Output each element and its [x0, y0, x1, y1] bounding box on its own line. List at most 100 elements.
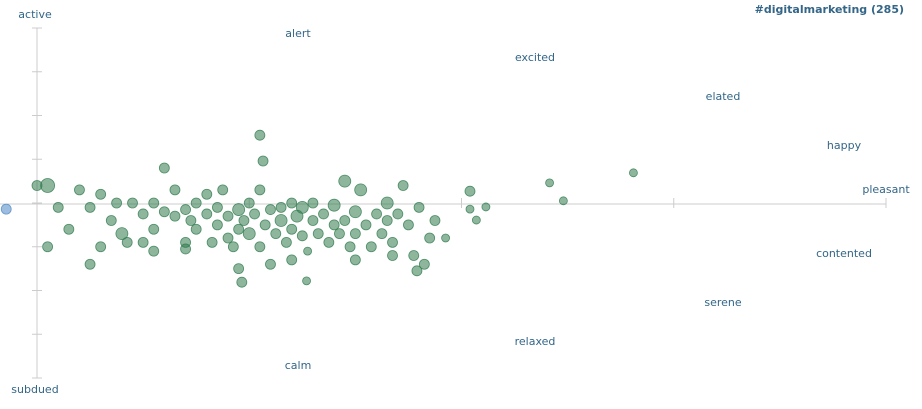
- data-point: [465, 204, 475, 214]
- data-point: [63, 223, 75, 235]
- data-point: [115, 227, 129, 241]
- data-point: [275, 201, 287, 213]
- data-point: [190, 223, 202, 235]
- data-point: [338, 174, 352, 188]
- data-point: [95, 241, 107, 253]
- data-point: [233, 263, 245, 275]
- data-point: [312, 228, 324, 240]
- data-point: [418, 258, 430, 270]
- data-point: [464, 185, 476, 197]
- data-point: [413, 201, 425, 213]
- data-point: [318, 208, 329, 220]
- mood-label: relaxed: [515, 335, 556, 348]
- mood-label: alert: [285, 27, 311, 40]
- data-point: [471, 215, 481, 225]
- data-point: [137, 208, 149, 220]
- data-point: [371, 208, 383, 220]
- data-point: [249, 208, 260, 220]
- data-point: [148, 197, 160, 209]
- data-point: [201, 188, 213, 200]
- data-point: [397, 180, 409, 191]
- data-point: [286, 223, 298, 235]
- data-point: [380, 196, 394, 210]
- mood-label: pleasant: [862, 183, 910, 196]
- data-point: [339, 215, 351, 226]
- data-point: [441, 233, 450, 243]
- data-point: [232, 203, 246, 216]
- data-point: [265, 204, 276, 215]
- data-point: [302, 276, 311, 286]
- data-point: [403, 219, 414, 231]
- data-point: [411, 265, 423, 277]
- data-point: [286, 254, 298, 266]
- data-point: [169, 184, 181, 196]
- data-point: [558, 196, 568, 206]
- data-point: [185, 215, 197, 226]
- data-point: [348, 205, 362, 219]
- data-point: [295, 200, 309, 214]
- data-point: [429, 215, 441, 226]
- data-point: [158, 206, 170, 218]
- data-point: [206, 236, 218, 248]
- data-point: [481, 202, 491, 212]
- data-point: [84, 258, 96, 270]
- data-point: [296, 230, 308, 242]
- data-point: [349, 228, 361, 240]
- data-point: [121, 236, 133, 248]
- data-point: [344, 241, 356, 253]
- data-point: [243, 197, 255, 209]
- data-point: [201, 208, 213, 220]
- data-point: [105, 215, 117, 226]
- data-point: [303, 246, 313, 256]
- data-point: [257, 155, 269, 167]
- data-point: [323, 236, 335, 248]
- data-point: [307, 215, 319, 226]
- data-point: [629, 168, 638, 178]
- mood-label: subdued: [11, 383, 58, 396]
- data-point: [274, 214, 288, 227]
- data-point: [212, 201, 223, 213]
- mood-label: calm: [285, 359, 312, 372]
- data-point: [236, 276, 248, 288]
- data-point: [148, 245, 160, 257]
- data-point: [84, 201, 96, 213]
- data-point: [212, 219, 223, 231]
- data-point: [545, 178, 554, 188]
- data-point: [376, 228, 388, 240]
- data-point: [217, 184, 229, 196]
- data-point: [307, 197, 319, 209]
- data-point: [169, 210, 181, 222]
- data-point: [180, 243, 191, 255]
- data-point: [270, 228, 282, 240]
- data-point: [381, 215, 393, 226]
- mood-label: elated: [706, 90, 741, 103]
- data-point: [95, 188, 107, 200]
- data-point: [387, 250, 398, 261]
- data-point: [190, 197, 202, 209]
- data-point: [254, 241, 266, 253]
- chart-title: #digitalmarketing (285): [755, 3, 904, 16]
- data-point: [328, 219, 340, 231]
- data-point: [254, 129, 266, 141]
- mood-label: contented: [816, 247, 872, 260]
- mood-label: happy: [827, 139, 862, 152]
- mood-label: excited: [515, 51, 555, 64]
- data-point: [265, 258, 276, 270]
- data-point: [327, 198, 341, 212]
- data-point: [137, 236, 149, 248]
- data-point: [180, 204, 191, 215]
- data-point: [387, 236, 398, 248]
- data-point: [242, 227, 256, 241]
- data-point: [349, 254, 361, 266]
- data-point: [148, 223, 160, 235]
- data-point: [392, 208, 404, 220]
- data-point: [222, 232, 234, 244]
- data-point: [227, 241, 239, 253]
- data-point: [365, 241, 377, 253]
- data-point: [424, 232, 436, 244]
- data-point: [408, 250, 420, 261]
- data-point: [360, 219, 372, 231]
- data-point: [259, 219, 271, 231]
- data-point: [280, 236, 292, 248]
